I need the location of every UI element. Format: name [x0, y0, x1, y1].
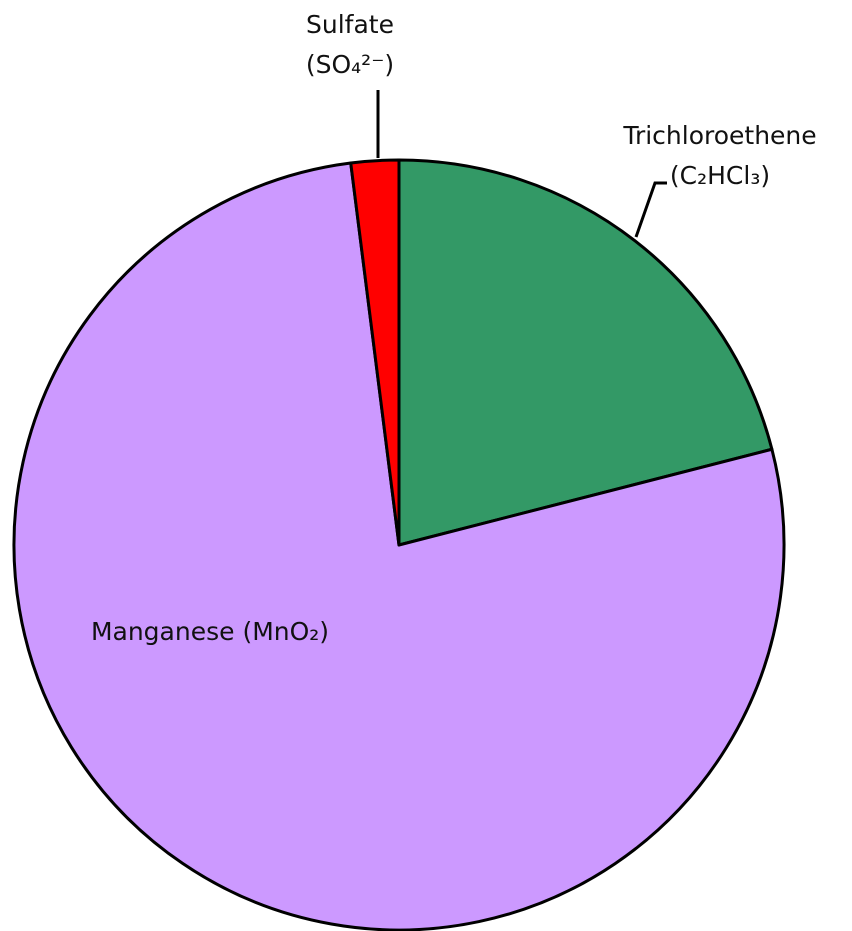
slice-label: Manganese (MnO₂) — [90, 617, 330, 646]
leader-line — [634, 181, 667, 238]
pie-slice — [397, 158, 774, 547]
pie-slice — [349, 158, 401, 547]
pie-slice — [12, 161, 786, 931]
slice-label: Trichloroethene (C₂HCl₃) — [623, 121, 817, 190]
slice-label: Sulfate (SO₄²⁻) — [305, 10, 395, 79]
